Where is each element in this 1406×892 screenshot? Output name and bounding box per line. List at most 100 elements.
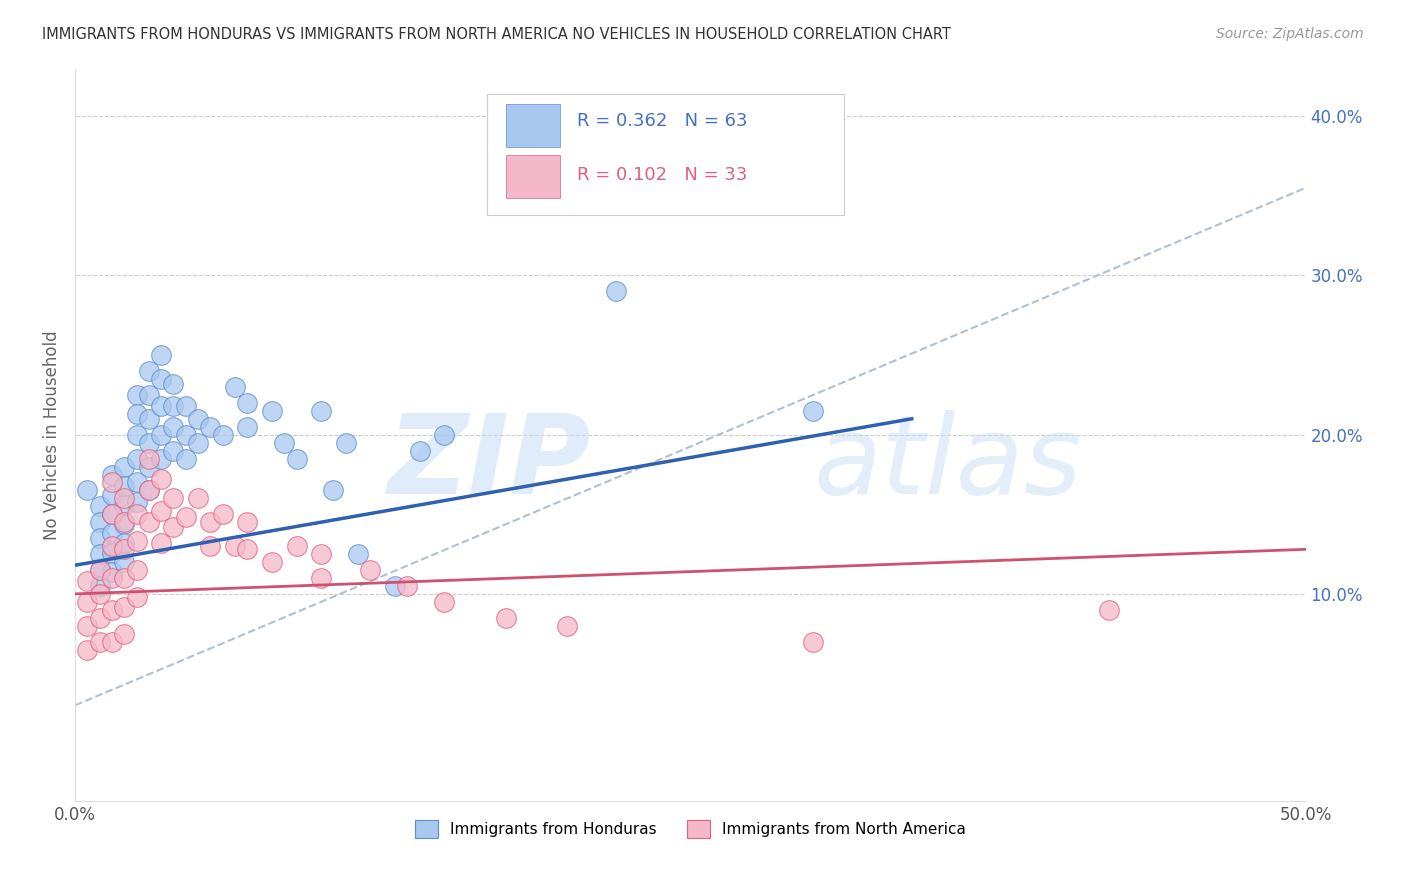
Point — [138, 515, 160, 529]
Point — [433, 427, 456, 442]
Point — [384, 579, 406, 593]
Point — [309, 571, 332, 585]
Point — [200, 539, 222, 553]
Point — [112, 515, 135, 529]
Point — [76, 642, 98, 657]
Point — [150, 348, 173, 362]
Point — [101, 603, 124, 617]
Point — [347, 547, 370, 561]
Point — [309, 547, 332, 561]
Point — [174, 399, 197, 413]
Point — [150, 536, 173, 550]
Point — [150, 427, 173, 442]
Point — [359, 563, 381, 577]
Point — [495, 611, 517, 625]
Point — [112, 459, 135, 474]
Point — [125, 563, 148, 577]
Point — [187, 491, 209, 506]
Point — [335, 435, 357, 450]
Point — [236, 419, 259, 434]
Point — [101, 508, 124, 522]
Point — [89, 531, 111, 545]
Point — [150, 451, 173, 466]
Point — [101, 488, 124, 502]
Point — [125, 475, 148, 490]
Text: ZIP: ZIP — [388, 410, 592, 517]
Point — [495, 165, 517, 179]
Point — [138, 483, 160, 498]
Point — [112, 599, 135, 614]
Point — [174, 510, 197, 524]
Point — [801, 634, 824, 648]
Point — [89, 634, 111, 648]
Point — [89, 500, 111, 514]
Point — [101, 571, 124, 585]
Point — [150, 372, 173, 386]
Point — [125, 388, 148, 402]
Point — [101, 539, 124, 553]
Point — [236, 542, 259, 557]
Point — [285, 451, 308, 466]
Point — [112, 478, 135, 492]
Point — [76, 619, 98, 633]
Point — [236, 396, 259, 410]
Point — [162, 491, 184, 506]
Point — [260, 555, 283, 569]
Point — [101, 545, 124, 559]
Point — [162, 376, 184, 391]
FancyBboxPatch shape — [506, 155, 560, 198]
Point — [162, 443, 184, 458]
Point — [322, 483, 344, 498]
Point — [89, 547, 111, 561]
FancyBboxPatch shape — [488, 95, 844, 215]
Point — [125, 534, 148, 549]
Y-axis label: No Vehicles in Household: No Vehicles in Household — [44, 330, 60, 540]
Point — [89, 515, 111, 529]
Point — [1098, 603, 1121, 617]
Point — [162, 419, 184, 434]
Legend: Immigrants from Honduras, Immigrants from North America: Immigrants from Honduras, Immigrants fro… — [409, 814, 972, 845]
Point — [125, 508, 148, 522]
Point — [138, 411, 160, 425]
Point — [138, 451, 160, 466]
Point — [187, 411, 209, 425]
Text: atlas: atlas — [813, 410, 1083, 517]
Point — [408, 443, 430, 458]
Point — [112, 571, 135, 585]
Point — [138, 435, 160, 450]
Point — [112, 626, 135, 640]
Point — [112, 516, 135, 531]
Point — [138, 483, 160, 498]
Point — [162, 399, 184, 413]
Point — [112, 555, 135, 569]
Point — [273, 435, 295, 450]
Point — [76, 595, 98, 609]
Point — [112, 498, 135, 512]
Point — [89, 611, 111, 625]
Point — [112, 536, 135, 550]
Point — [555, 619, 578, 633]
Point — [200, 515, 222, 529]
Point — [138, 364, 160, 378]
Point — [89, 587, 111, 601]
Point — [101, 634, 124, 648]
Text: R = 0.362   N = 63: R = 0.362 N = 63 — [576, 112, 748, 130]
FancyBboxPatch shape — [506, 103, 560, 147]
Point — [112, 542, 135, 557]
Point — [76, 483, 98, 498]
Point — [174, 427, 197, 442]
Text: IMMIGRANTS FROM HONDURAS VS IMMIGRANTS FROM NORTH AMERICA NO VEHICLES IN HOUSEHO: IMMIGRANTS FROM HONDURAS VS IMMIGRANTS F… — [42, 27, 950, 42]
Point — [211, 427, 233, 442]
Point — [125, 427, 148, 442]
Point — [801, 404, 824, 418]
Point — [150, 472, 173, 486]
Point — [125, 590, 148, 604]
Point — [138, 459, 160, 474]
Point — [101, 565, 124, 579]
Point — [236, 515, 259, 529]
Point — [605, 285, 627, 299]
Point — [285, 539, 308, 553]
Point — [174, 451, 197, 466]
Point — [162, 520, 184, 534]
Point — [89, 579, 111, 593]
